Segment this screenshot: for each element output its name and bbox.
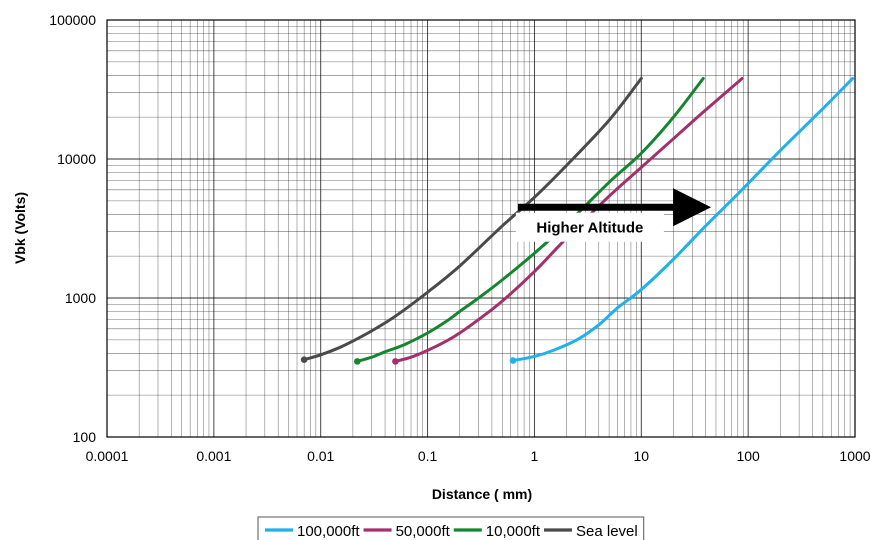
series-start-point-sea-level: [300, 356, 308, 363]
annotation-label: Higher Altitude: [536, 220, 643, 237]
y-tick-label: 100: [73, 429, 97, 445]
x-axis-title: Distance ( mm): [432, 486, 532, 502]
x-tick-label: 100: [736, 448, 760, 464]
plot-border: [106, 19, 856, 438]
x-tick-label: 10: [633, 448, 649, 464]
x-tick-label: 0.1: [418, 448, 438, 464]
x-tick-label: 0.001: [196, 448, 231, 464]
series-line-100-000ft: [511, 76, 855, 363]
y-axis-title: Vbk (Volts): [12, 192, 28, 264]
series-start-point-50-000ft: [392, 358, 399, 365]
series-line-50-000ft: [393, 76, 744, 363]
y-tick-label: 10000: [57, 151, 96, 167]
x-tick-label: 1000: [839, 448, 870, 464]
series-start-point-10-000ft: [354, 358, 361, 365]
x-tick-label: 0.01: [307, 448, 334, 464]
series-line-10-000ft: [355, 76, 705, 363]
series-start-point-100-000ft: [509, 357, 517, 364]
legend-box: [257, 516, 645, 540]
legend-label-100-000ft: 100,000ft: [297, 523, 360, 540]
annotation-label-box: [515, 212, 664, 242]
grid-layer: [106, 20, 855, 438]
legend-label-50-000ft: 50,000ft: [396, 523, 451, 540]
legend-label-sea-level: Sea level: [576, 523, 638, 540]
y-tick-label: 1000: [65, 290, 96, 306]
x-tick-label: 0.0001: [86, 448, 129, 464]
legend-label-10-000ft: 10,000ft: [486, 523, 541, 540]
higher-altitude-arrow: [517, 188, 712, 227]
y-tick-label: 100000: [49, 12, 96, 28]
plot-frame: [106, 19, 856, 438]
tick-labels: 0.0001 0.001 0.01 0.1 1 10 100 1000 100 1000 10000…: [49, 12, 870, 464]
legend: 100,000ft 50,000ft 10,000ft Sea level: [257, 516, 645, 540]
annotation-layer: Higher Altitude: [515, 188, 712, 242]
series-line-sea-level: [302, 76, 643, 362]
series-layer: [300, 76, 855, 365]
x-tick-label: 1: [531, 448, 539, 464]
